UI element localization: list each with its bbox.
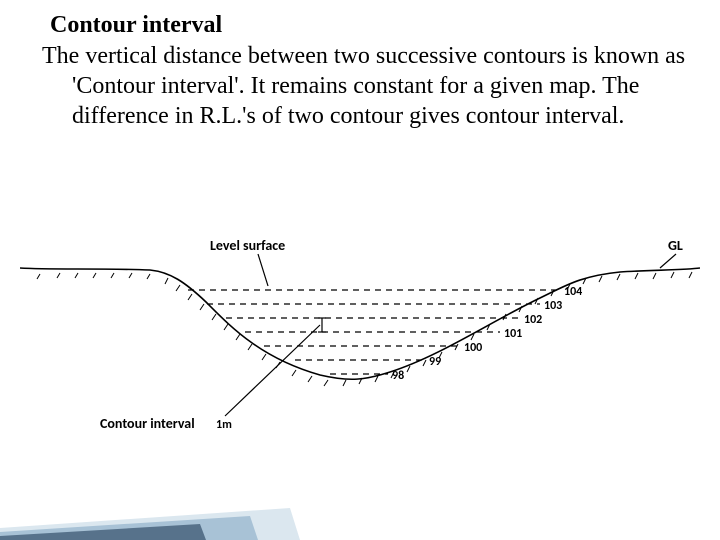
svg-text:102: 102 [524,313,542,327]
svg-text:103: 103 [544,299,562,313]
svg-text:GL: GL [668,237,683,254]
svg-text:101: 101 [504,327,522,341]
svg-text:104: 104 [564,285,582,299]
corner-accent [0,470,720,540]
svg-text:100: 100 [464,341,482,355]
section-title: Contour interval [50,12,222,39]
svg-text:Contour interval: Contour interval [100,415,195,432]
svg-text:1m: 1m [216,418,232,432]
body-paragraph: The vertical distance between two succes… [24,41,696,131]
svg-text:Level surface: Level surface [210,237,285,254]
contour-diagram: 1041031021011009998Level surfaceGLContou… [20,230,700,450]
